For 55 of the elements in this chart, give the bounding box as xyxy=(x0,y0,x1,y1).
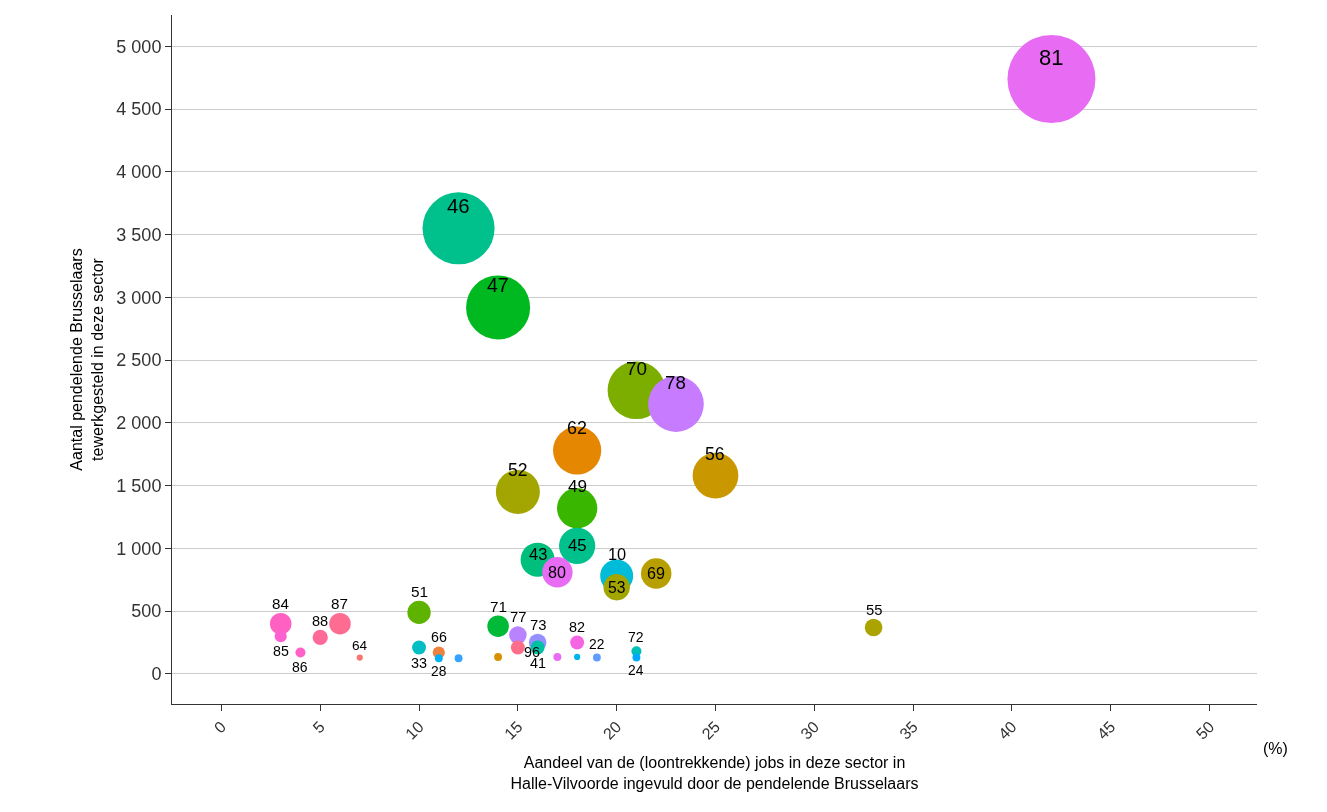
y-tick-label: 2 500 xyxy=(116,350,162,371)
x-tick-label: 35 xyxy=(896,717,921,743)
annotation: 10 xyxy=(608,545,627,563)
x-tick-label: 25 xyxy=(698,717,724,743)
y-axis-title: Aantal pendelende Brusselaars tewerkgesteld in deze sector xyxy=(68,248,107,471)
y-tick-label: 4 000 xyxy=(116,162,162,183)
annotation: 84 xyxy=(272,595,289,612)
annotation: 77 xyxy=(510,609,527,625)
x-tick-label: 45 xyxy=(1093,717,1119,743)
y-tick-label: 5 000 xyxy=(116,36,162,57)
annotation: 46 xyxy=(447,195,470,217)
annotation: 96 xyxy=(524,644,541,660)
annotation: 73 xyxy=(530,617,547,633)
x-tick-label: 10 xyxy=(402,717,427,743)
annotation: 45 xyxy=(568,536,587,555)
annotation: 69 xyxy=(647,564,665,582)
annotation: 28 xyxy=(431,664,447,679)
annotation: 70 xyxy=(626,358,648,379)
y-tick-label: 1 500 xyxy=(116,475,162,496)
x-tick-label: 0 xyxy=(210,717,230,737)
annotation: 87 xyxy=(331,595,348,612)
x-tick-label: 20 xyxy=(599,717,625,743)
x-tick-label: 5 xyxy=(309,717,329,737)
annotation: 53 xyxy=(608,579,626,596)
x-tick-label: 40 xyxy=(995,717,1020,743)
y-tick-label: 1 000 xyxy=(116,538,162,559)
annotation: 85 xyxy=(273,643,289,659)
annotation: 33 xyxy=(411,655,428,671)
annotation: 82 xyxy=(569,619,586,635)
annotation: 88 xyxy=(312,613,329,629)
annotation: 81 xyxy=(1039,45,1064,70)
y-tick-label: 4 500 xyxy=(116,99,162,120)
annotation: 66 xyxy=(431,629,447,645)
annotation: 43 xyxy=(529,545,548,563)
annotation: 78 xyxy=(665,372,686,393)
y-tick-label: 2 000 xyxy=(116,413,162,434)
annotation: 24 xyxy=(628,663,644,678)
x-tick-label: 50 xyxy=(1192,717,1218,743)
y-tick-label: 3 000 xyxy=(116,287,162,308)
annotation: 51 xyxy=(411,583,429,600)
annotation: 72 xyxy=(628,629,644,645)
x-axis-title: Aandeel van de (loontrekkende) jobs in deze sector in Halle-Vilvoorde ingevuld door de pendelende Brusselaars xyxy=(510,754,919,793)
annotation: 80 xyxy=(548,563,566,581)
y-tick-label: 3 500 xyxy=(116,224,162,245)
annotation: 71 xyxy=(490,598,507,615)
text: (%) xyxy=(1263,740,1288,757)
x-tick-label: 30 xyxy=(797,717,823,743)
annotation: 22 xyxy=(589,637,605,652)
annotation: 47 xyxy=(487,274,509,296)
annotation: 55 xyxy=(866,602,883,618)
annotation: 64 xyxy=(352,638,368,653)
y-tick-label: 500 xyxy=(131,601,162,622)
annotation: 86 xyxy=(292,659,308,675)
y-tick-label: 0 xyxy=(151,664,162,685)
x-tick-label: 15 xyxy=(501,717,526,743)
